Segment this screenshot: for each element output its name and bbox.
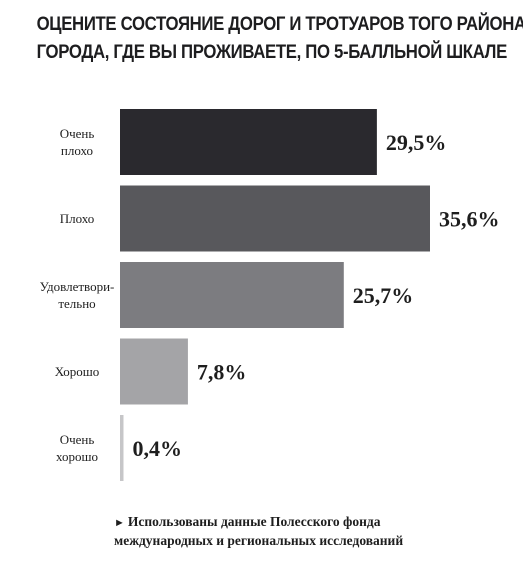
bar-1 xyxy=(120,109,377,175)
category-label-2: Плохо xyxy=(60,211,95,226)
bar-2 xyxy=(120,185,430,252)
chart-title-line-2: ГОРОДА, ГДЕ ВЫ ПРОЖИВАЕТЕ, ПО 5-БАЛЛЬНОЙ… xyxy=(36,41,508,63)
source-arrow-icon: ► xyxy=(114,517,125,529)
category-label-4: Хорошо xyxy=(55,364,100,379)
category-label-3: Удовлетвори-тельно xyxy=(40,279,115,311)
value-label-2: 35,6% xyxy=(439,207,500,232)
chart-title-line-1: ОЦЕНИТЕ СОСТОЯНИЕ ДОРОГ И ТРОТУАРОВ ТОГО… xyxy=(36,13,523,35)
bar-3 xyxy=(120,262,344,328)
source-note: ► Использованы данные Полесского фонда ме… xyxy=(114,513,514,550)
value-label-1: 29,5% xyxy=(386,130,447,155)
bar-4 xyxy=(120,338,188,405)
value-label-5: 0,4% xyxy=(132,436,182,461)
category-label-1: Очень плохо xyxy=(60,126,95,158)
source-line-2: международных и региональных исследовани… xyxy=(114,533,404,548)
source-line-1: Использованы данные Полесского фонда xyxy=(127,514,381,529)
value-label-3: 25,7% xyxy=(353,283,414,308)
chart-title: ОЦЕНИТЕ СОСТОЯНИЕ ДОРОГ И ТРОТУАРОВ ТОГО… xyxy=(36,10,523,66)
bar-5 xyxy=(120,415,124,481)
value-label-4: 7,8% xyxy=(197,360,247,385)
category-label-5: Очень хорошо xyxy=(56,432,98,464)
